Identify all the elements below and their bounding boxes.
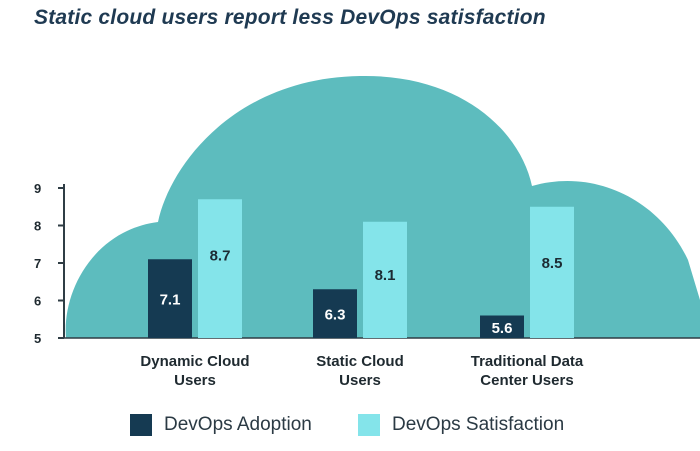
legend: DevOps Adoption DevOps Satisfaction <box>0 414 700 444</box>
category-label: Static Cloud <box>316 353 404 370</box>
data-label: 7.1 <box>160 292 181 309</box>
legend-label-satisfaction: DevOps Satisfaction <box>392 414 565 435</box>
legend-swatch-satisfaction <box>358 414 380 436</box>
legend-swatch-adoption <box>130 414 152 436</box>
bar-adoption <box>313 289 357 338</box>
category-label: Center Users <box>480 372 573 389</box>
category-label: Traditional Data <box>471 353 584 370</box>
legend-item-adoption: DevOps Adoption <box>130 414 312 436</box>
bar-satisfaction <box>198 199 242 338</box>
bar-satisfaction <box>530 206 574 338</box>
y-tick-label: 6 <box>34 294 41 309</box>
bar-satisfaction <box>363 221 407 338</box>
bar-adoption <box>148 259 192 338</box>
data-label: 5.6 <box>492 320 513 337</box>
y-tick-label: 7 <box>34 256 41 271</box>
category-label: Dynamic Cloud <box>140 353 249 370</box>
bar-adoption <box>480 315 524 338</box>
data-label: 8.7 <box>210 247 231 264</box>
data-label: 8.5 <box>542 255 563 272</box>
data-label: 8.1 <box>375 267 396 284</box>
y-tick-label: 5 <box>34 331 41 346</box>
legend-item-satisfaction: DevOps Satisfaction <box>358 414 564 436</box>
y-tick-label: 8 <box>34 219 41 234</box>
chart-title: Static cloud users report less DevOps sa… <box>34 6 546 29</box>
y-tick-label: 9 <box>34 181 41 196</box>
bars: 7.1 6.3 5.6 8.7 8.1 8.5 <box>148 199 574 338</box>
category-label: Users <box>339 372 381 389</box>
data-label: 6.3 <box>325 307 346 324</box>
legend-label-adoption: DevOps Adoption <box>164 414 312 435</box>
category-label: Users <box>174 372 216 389</box>
category-labels: Dynamic Cloud Users Static Cloud Users Tradi… <box>140 353 584 389</box>
